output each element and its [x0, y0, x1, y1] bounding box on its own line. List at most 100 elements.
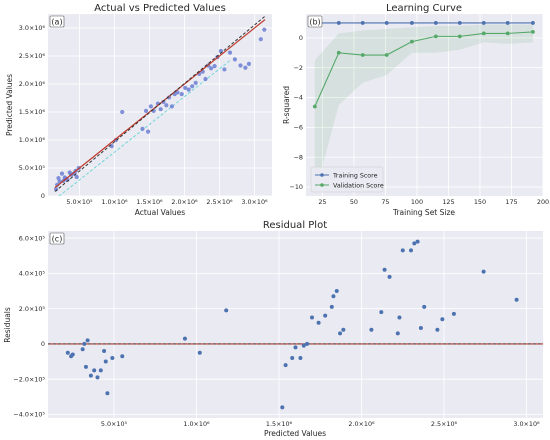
scatter-point [56, 175, 61, 181]
validation-score-point [384, 53, 389, 57]
panel-b-xlabel: Training Set Size [392, 208, 455, 217]
scatter-point [186, 87, 191, 92]
residual-point [110, 356, 115, 361]
panel-a-ytick-label: 1.5×10⁶ [19, 108, 46, 116]
scatter-point [258, 37, 263, 42]
panel-c-ytick-label: 0 [41, 340, 45, 348]
panel-c-ytick-label: −4.0×10⁵ [13, 411, 45, 419]
residual-point [481, 269, 486, 274]
residual-point [298, 356, 303, 361]
training-score-point [336, 21, 341, 25]
residual-point [95, 375, 100, 380]
residual-point [415, 239, 420, 244]
residual-point [387, 274, 392, 279]
panel-a-ytick-label: 2.5×10⁶ [19, 52, 46, 60]
panel-a-xlabel: Actual Values [135, 208, 185, 217]
residual-point [290, 356, 295, 361]
residual-point [400, 248, 405, 253]
validation-band [314, 24, 533, 195]
panel-b-ytick-label: 0 [299, 34, 303, 42]
residual-point [103, 359, 108, 364]
panel-a-tick-labels: 5.0×10⁵ 1.0×10⁶ 1.5×10⁶ 2.0×10⁶ 2.5×10⁶ 3.0×1… [19, 24, 268, 206]
scatter-point [243, 65, 248, 70]
panel-c-ytick-label: 6.0×10⁵ [19, 234, 46, 242]
residual-point [435, 327, 440, 332]
scatter-point [179, 91, 184, 97]
validation-score-point [531, 30, 535, 34]
panel-b-title: Learning Curve [386, 3, 462, 14]
training-score-point [481, 21, 486, 25]
panel-b-marks [312, 21, 535, 195]
scatter-point [222, 67, 227, 72]
legend-box [310, 166, 384, 193]
residual-point [422, 304, 427, 309]
panel-a-xtick-label: 3.0×10⁶ [241, 198, 268, 206]
panel-c-title: Residual Plot [263, 220, 327, 231]
panel-b-ytick-label: −6 [294, 124, 303, 132]
residual-point [92, 368, 97, 373]
panel-b-ytick-label: −2 [294, 64, 303, 72]
scatter-point [193, 80, 198, 85]
validation-score-point [409, 39, 414, 44]
panel-c-ytick-label: 4.0×10⁵ [19, 270, 46, 278]
panel-c-xlabel: Predicted Values [264, 429, 326, 438]
training-score-point [409, 21, 414, 25]
residual-point [283, 363, 288, 368]
residual-point [329, 304, 334, 309]
panel-b-plot-area [306, 14, 543, 196]
scatter-point [212, 63, 217, 69]
panel-b-xtick-label: 150 [474, 198, 486, 206]
residual-point [98, 368, 103, 373]
residual-point [88, 373, 93, 378]
panel-b-legend: Training Score Validation Score [310, 166, 384, 193]
residual-point [338, 331, 343, 336]
validation-score-point [336, 50, 341, 55]
scatter-point [158, 107, 163, 112]
panel-b-ytick-label: −10 [290, 183, 304, 191]
panel-b: 25 50 75 100 125 150 175 200 −10 −8 −6 −4 −2 0 Learni… [282, 3, 549, 217]
scatter-point [209, 66, 214, 71]
panel-a-ylabel: Predicted Values [5, 74, 14, 136]
training-score-point [505, 21, 510, 25]
panel-c-xtick-label: 1.5×10⁶ [266, 420, 293, 428]
panel-b-tag: (b) [309, 18, 320, 27]
scatter-point [109, 144, 114, 149]
scatter-point [140, 126, 145, 131]
panel-a-ytick-label: 0 [41, 192, 45, 200]
legend-validation-marker [320, 183, 324, 187]
scatter-point [190, 84, 195, 89]
residual-point [418, 326, 423, 331]
training-score-point [384, 21, 389, 25]
validation-score-line [314, 31, 533, 107]
panel-a-tag: (a) [51, 18, 62, 27]
scatter-point [59, 171, 65, 176]
panel-c-tick-labels: 5.0×10⁵ 1.0×10⁶ 1.5×10⁶ 2.0×10⁶ 2.5×10⁶ 3.0×1… [13, 234, 540, 428]
legend-training-marker [320, 173, 324, 177]
residual-point [331, 294, 336, 299]
residual-point [323, 313, 328, 318]
scatter-point [169, 104, 174, 109]
residual-point [395, 331, 400, 336]
scatter-point [143, 108, 149, 113]
panel-c-plot-area [48, 231, 543, 418]
residual-point [83, 364, 88, 369]
panel-b-ytick-label: −4 [294, 94, 303, 102]
panel-b-gridlines [306, 14, 544, 196]
panel-c-xtick-label: 2.5×10⁶ [431, 420, 458, 428]
panel-a-ytick-label: 2.0×10⁶ [19, 80, 46, 88]
residual-point [310, 315, 314, 320]
scatter-point [55, 182, 60, 187]
panel-a: 5.0×10⁵ 1.0×10⁶ 1.5×10⁶ 2.0×10⁶ 2.5×10⁶ 3.0×1… [5, 3, 272, 217]
panel-c-ylabel: Residuals [3, 307, 12, 343]
scatter-point [148, 104, 153, 109]
scatter-point [146, 129, 151, 134]
residual-point [440, 317, 445, 322]
scatter-point [238, 63, 243, 68]
panel-a-ytick-label: 1.0×10⁶ [19, 136, 46, 144]
panel-b-xtick-label: 50 [350, 198, 358, 206]
scatter-point [227, 50, 233, 55]
training-score-point [531, 21, 535, 25]
residual-point [369, 327, 374, 332]
panel-a-ytick-label: 5.0×10⁵ [19, 164, 46, 172]
